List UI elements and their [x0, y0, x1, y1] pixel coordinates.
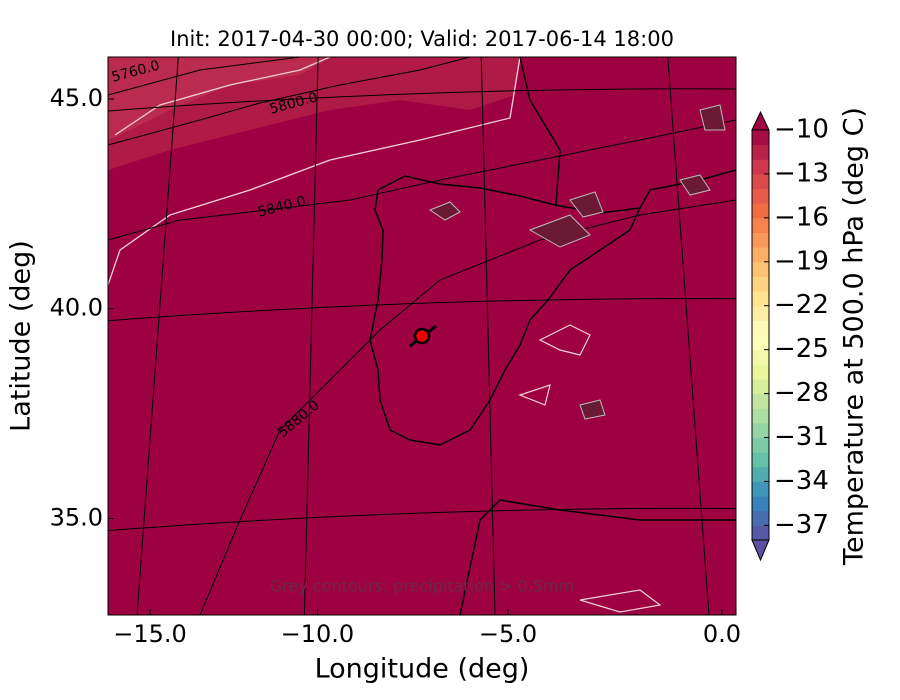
- colorbar-band: [752, 130, 769, 146]
- colorbar-band: [752, 408, 769, 424]
- colorbar-band: [752, 364, 769, 380]
- parallel: [108, 298, 736, 322]
- meridian: [136, 57, 179, 615]
- colorbar-band: [752, 232, 769, 248]
- colorbar-band: [752, 437, 769, 453]
- colorbar-band: [752, 188, 769, 204]
- parallel: [108, 88, 736, 112]
- chart-title: Init: 2017-04-30 00:00; Valid: 2017-06-1…: [170, 27, 674, 51]
- colorbar-tick-label: −13: [774, 158, 829, 188]
- colorbar-band: [752, 203, 769, 219]
- colorbar-band: [752, 422, 769, 438]
- colorbar-band: [752, 335, 769, 351]
- colorbar-band: [752, 378, 769, 395]
- colorbar-tick-label: −37: [774, 510, 829, 540]
- colorbar-band: [752, 320, 769, 336]
- colorbar-band: [752, 261, 769, 277]
- colorbar-band: [752, 393, 769, 409]
- x-tick-label: 0.0: [703, 620, 741, 648]
- y-tick-label: 45.0: [50, 84, 103, 112]
- colorbar-tick-label: −34: [774, 466, 829, 496]
- site-marker: [413, 327, 431, 345]
- colorbar-band: [752, 217, 769, 233]
- colorbar-band: [752, 481, 769, 497]
- colorbar-band: [752, 247, 769, 263]
- temperature-band: [108, 57, 330, 140]
- precip-contour: [428, 104, 726, 420]
- y-tick-label: 35.0: [50, 504, 103, 532]
- colorbar-band: [752, 159, 769, 175]
- coastline: [459, 57, 736, 615]
- height-contour: [108, 119, 736, 241]
- y-tick-label: 40.0: [50, 294, 103, 322]
- colorbar-extend: [751, 539, 770, 562]
- colorbar-band: [752, 466, 769, 482]
- white-contour: [114, 57, 331, 136]
- meridian: [480, 57, 496, 615]
- white-contour: [108, 57, 521, 286]
- colorbar-band: [752, 510, 769, 526]
- y-axis-label: Latitude (deg): [6, 240, 37, 432]
- x-tick-label: −5.0: [479, 620, 537, 648]
- colorbar-band: [752, 173, 769, 190]
- parallel: [108, 507, 736, 532]
- height-contour: [199, 199, 736, 615]
- colorbar-tick-label: −31: [774, 422, 829, 452]
- height-contour: [108, 57, 471, 146]
- colorbar-band: [752, 349, 769, 365]
- meridian: [667, 57, 710, 615]
- colorbar-band: [752, 452, 769, 468]
- coastline: [369, 175, 642, 446]
- x-axis-label: Longitude (deg): [315, 654, 530, 685]
- colorbar-tick-label: −16: [774, 202, 829, 232]
- colorbar-band: [752, 276, 769, 292]
- x-tick-label: −15.0: [113, 620, 187, 648]
- colorbar-band: [752, 496, 769, 512]
- colorbar-band: [752, 525, 769, 541]
- colorbar-tick-label: −28: [774, 378, 829, 408]
- annotation: Grey contours: precipitation > 0.5mm: [270, 577, 574, 596]
- colorbar-label: Temperature at 500.0 hPa (deg C): [839, 107, 870, 566]
- colorbar-tick-label: −10: [774, 115, 829, 145]
- plot-frame: [107, 56, 737, 616]
- colorbar-band: [752, 144, 769, 160]
- colorbar-band: [752, 291, 769, 307]
- height-contour: [108, 57, 301, 96]
- colorbar-tick-label: −19: [774, 246, 829, 276]
- map-area: [108, 57, 736, 615]
- meridian: [303, 57, 319, 615]
- white-contour: [518, 324, 662, 613]
- colorbar-extend: [751, 110, 770, 131]
- colorbar-band: [752, 305, 769, 321]
- colorbar-tick-label: −25: [774, 334, 829, 364]
- colorbar-frame: [751, 129, 770, 541]
- x-tick-label: −10.0: [281, 620, 355, 648]
- colorbar-tick-label: −22: [774, 290, 829, 320]
